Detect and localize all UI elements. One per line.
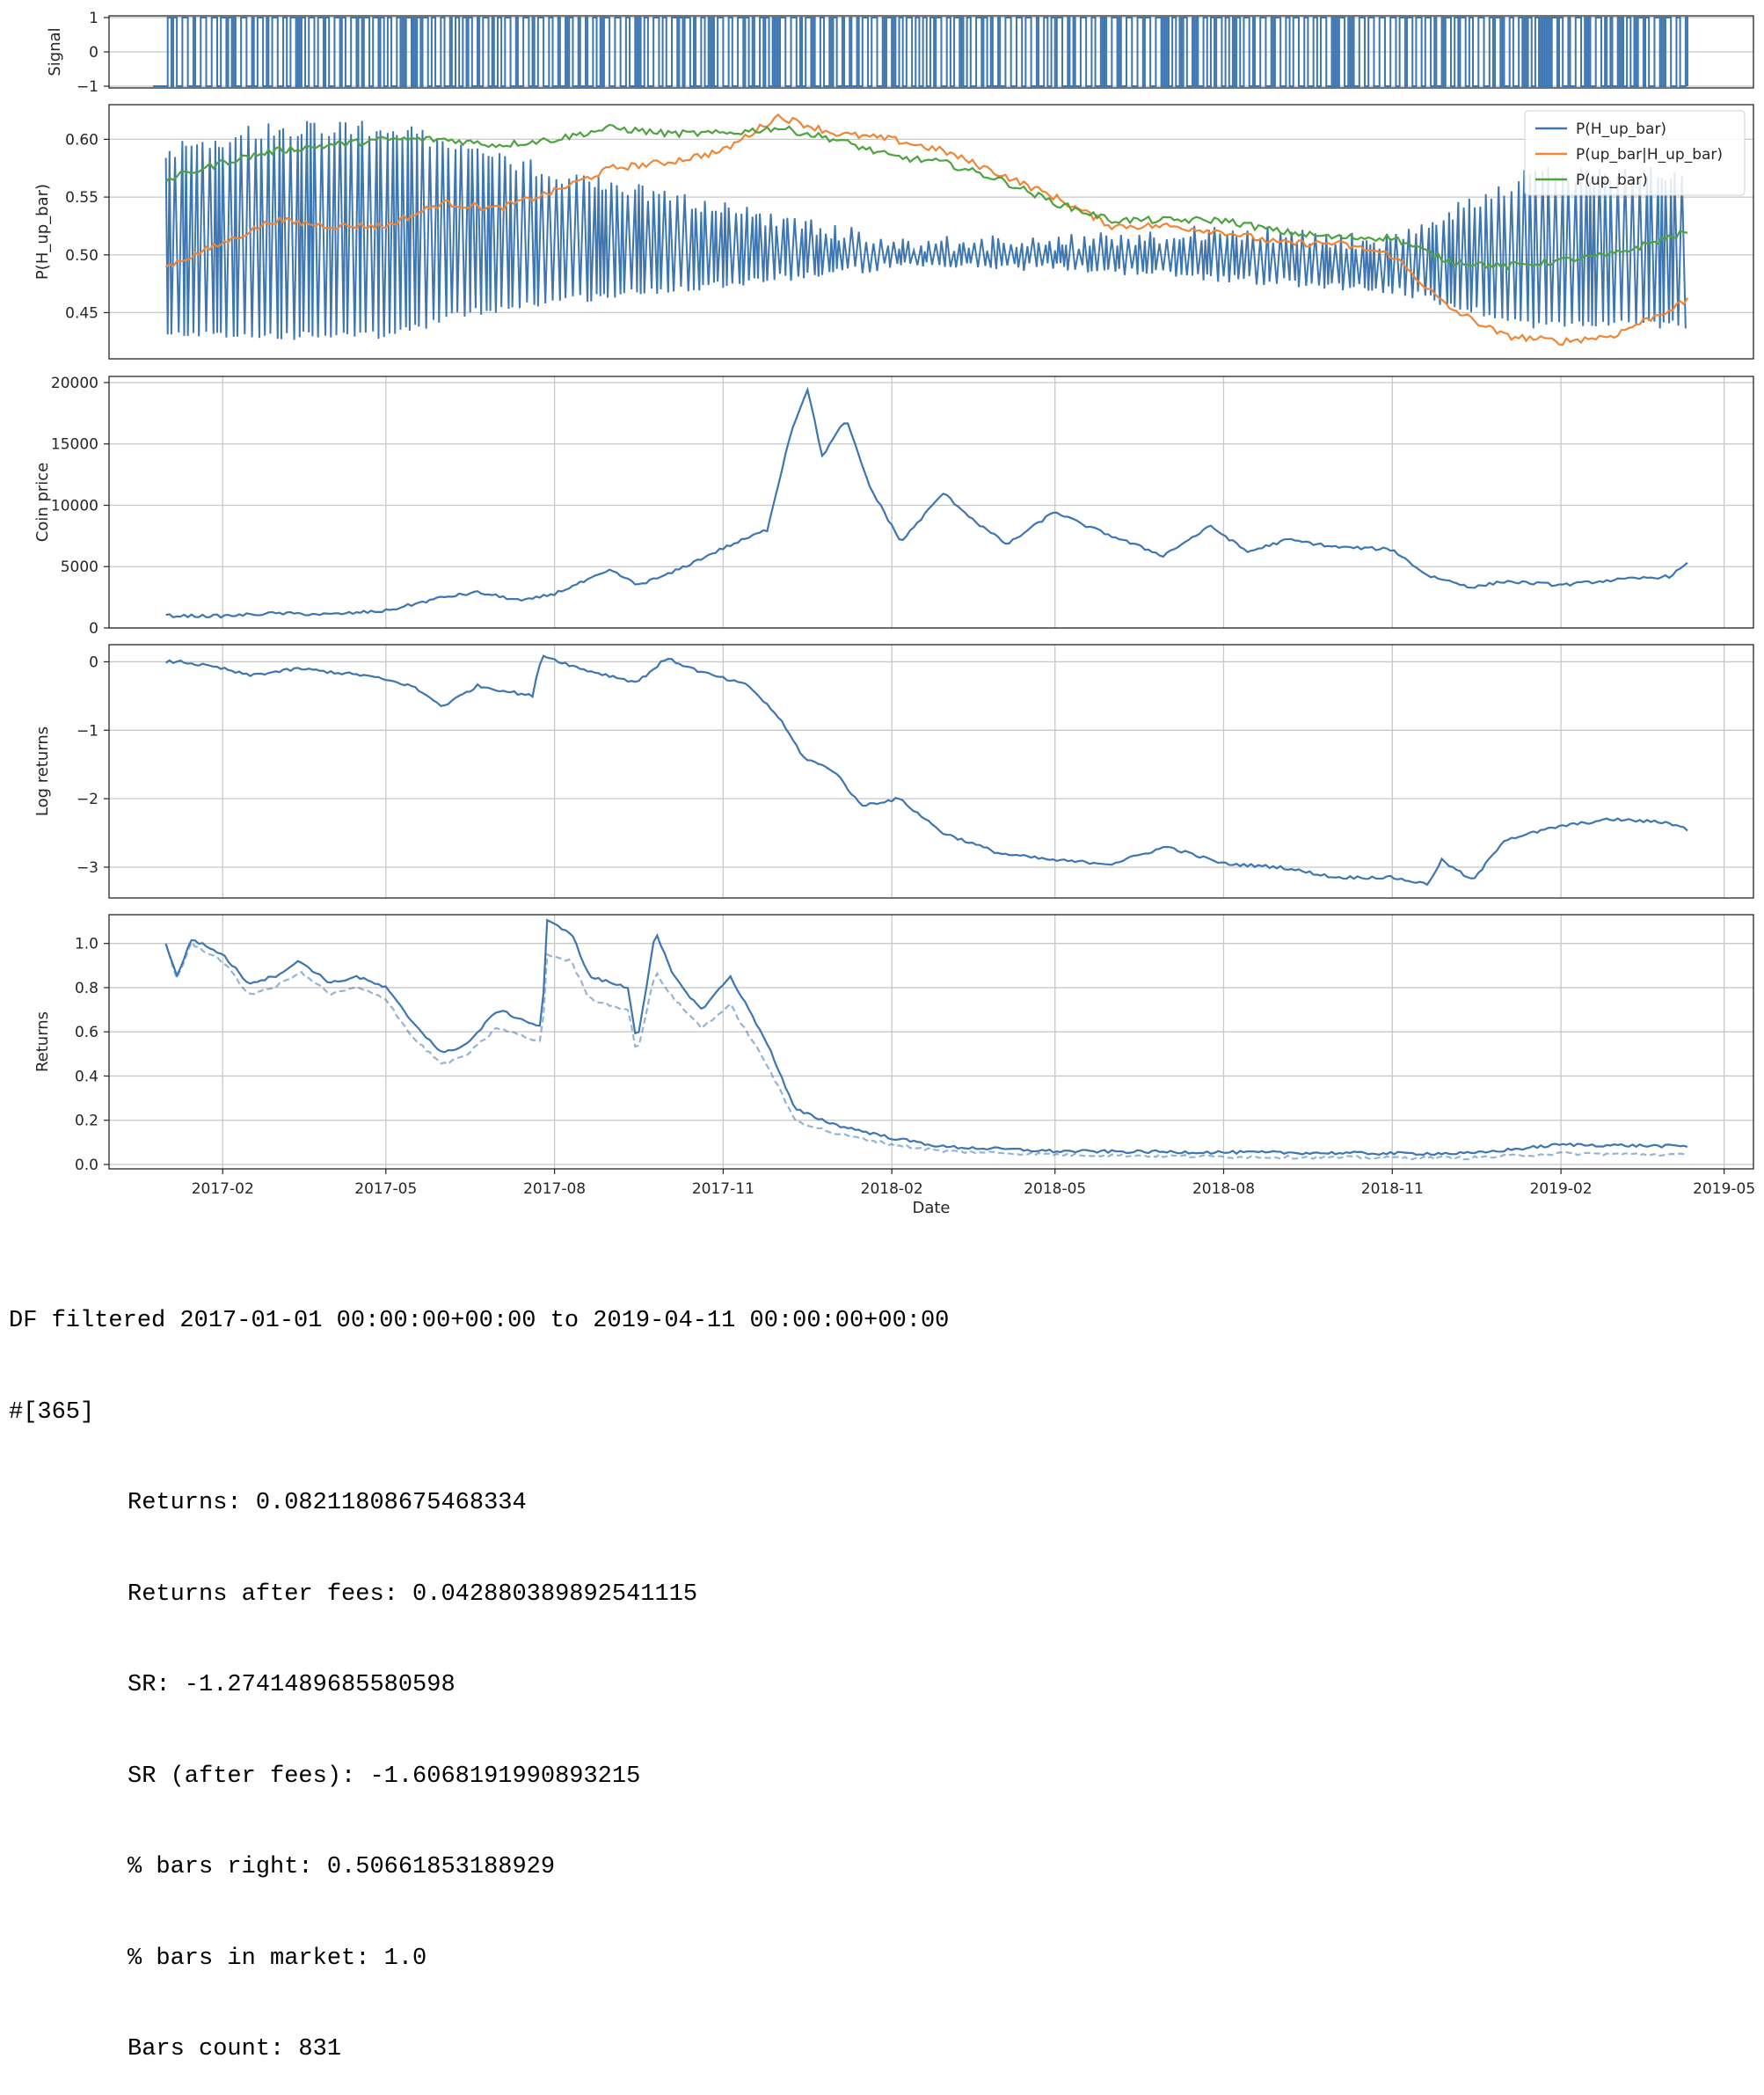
panel-frame	[108, 914, 1754, 1170]
series-p-up-bar	[164, 123, 1688, 271]
filter-line: DF filtered 2017-01-01 00:00:00+00:00 to…	[9, 1308, 950, 1334]
series-line-2	[164, 940, 1688, 1161]
x-axis-label: Date	[912, 1199, 950, 1217]
y-axis-label: P(H_up_bar)	[33, 184, 52, 280]
stat-sharpe-after-fees: SR (after fees): -1.6068191990893215	[128, 1763, 641, 1790]
stat-bars-in-market: % bars in market: 1.0	[128, 1945, 427, 1972]
chart-panel-4: 0 −1 −2 −3 Log returns	[33, 644, 1754, 899]
index-line: #[365]	[9, 1398, 95, 1426]
plot-area	[165, 654, 1688, 887]
legend-box	[1524, 110, 1746, 196]
legend-label: P(up_bar)	[1576, 172, 1648, 189]
x-tick-label: 2018-11	[1361, 1180, 1424, 1198]
stat-returns: Returns: 0.08211808675468334	[128, 1490, 527, 1516]
plot-area	[164, 918, 1688, 1161]
y-axis-label: Log returns	[33, 726, 52, 816]
series-line-1	[165, 386, 1688, 619]
series-line-1	[164, 918, 1688, 1157]
y-tick-label: 0.60	[65, 131, 98, 149]
y-tick-label: 15000	[51, 436, 98, 454]
panel-frame	[108, 376, 1754, 629]
plot-area	[165, 386, 1688, 619]
y-tick-label: 0	[89, 620, 98, 638]
x-tick-label: 2018-05	[1024, 1180, 1086, 1198]
y-tick-label: 0.4	[75, 1068, 98, 1085]
chart-panel-5: 1.0 0.8 0.6 0.4 0.2 0.0 Returns	[33, 914, 1754, 1174]
plot-area	[164, 113, 1688, 346]
legend-label: P(up_bar|H_up_bar)	[1576, 146, 1723, 164]
stat-bars-right: % bars right: 0.50661853188929	[128, 1854, 556, 1880]
y-tick-label: −1	[77, 78, 98, 96]
console-output: DF filtered 2017-01-01 00:00:00+00:00 to…	[9, 1245, 949, 2095]
y-axis-label: Coin price	[33, 463, 52, 543]
x-tick-label: 2017-11	[692, 1180, 754, 1198]
x-tick-label: 2019-02	[1530, 1180, 1593, 1198]
signal-line	[153, 16, 1688, 88]
legend-label: P(H_up_bar)	[1576, 120, 1666, 138]
chart-panel-2: 0.600.550.500.45P(H_up_bar)P(H_up_bar)P(…	[33, 104, 1754, 360]
chart-figure: 10−1Signal0.600.550.500.45P(H_up_bar)P(H…	[33, 10, 1755, 1217]
y-axis-label: Returns	[33, 1011, 52, 1072]
x-tick-label: 2018-02	[861, 1180, 923, 1198]
y-tick-label: 1.0	[75, 936, 98, 953]
x-tick-label: 2017-05	[354, 1180, 417, 1198]
grid	[109, 915, 1753, 1169]
stat-bars-count: Bars count: 831	[128, 2036, 342, 2062]
y-tick-label: 0.50	[65, 247, 98, 265]
y-tick-label: 1	[89, 10, 98, 27]
panel-frame	[108, 644, 1754, 899]
panel-frame	[108, 104, 1754, 360]
y-tick-label: 0.0	[75, 1157, 98, 1174]
grid	[109, 645, 1753, 898]
y-tick-label: 0.8	[75, 980, 98, 997]
y-tick-label: −1	[77, 722, 98, 740]
panel-frame	[108, 15, 1754, 89]
x-tick-label: 2019-05	[1693, 1180, 1755, 1198]
series-p-h-up-bar	[164, 120, 1687, 340]
y-tick-label: 0.45	[65, 304, 98, 322]
series-p-up-bar-given-h	[164, 113, 1688, 346]
y-tick-label: 5000	[61, 558, 98, 576]
plot-area	[153, 16, 1688, 88]
y-tick-label: 0	[89, 653, 98, 671]
y-tick-label: 10000	[51, 497, 98, 515]
y-tick-label: 0.55	[65, 189, 98, 207]
stat-sharpe: SR: -1.2741489685580598	[128, 1672, 456, 1698]
y-tick-label: −3	[77, 859, 98, 877]
chart-panel-1: 1 0 −1 Signal	[46, 10, 1754, 96]
y-tick-label: 0.6	[75, 1024, 98, 1041]
x-tick-label: 2017-08	[523, 1180, 586, 1198]
y-tick-label: 0.2	[75, 1113, 98, 1130]
y-tick-label: −2	[77, 791, 98, 808]
y-tick-label: 20000	[51, 375, 98, 392]
y-axis-label: Signal	[46, 27, 64, 76]
x-tick-label: 2018-08	[1192, 1180, 1255, 1198]
chart-panel-3: 20000 15000 10000 5000 0 Coin price	[33, 375, 1754, 638]
x-tick-label: 2017-02	[192, 1180, 254, 1198]
y-tick-label: 0	[89, 44, 98, 62]
stat-returns-after-fees: Returns after fees: 0.042880389892541115	[128, 1580, 698, 1608]
series-line-1	[165, 654, 1688, 887]
grid	[109, 376, 1753, 629]
legend: P(H_up_bar) P(up_bar|H_up_bar) P(up_bar)	[1524, 110, 1746, 196]
